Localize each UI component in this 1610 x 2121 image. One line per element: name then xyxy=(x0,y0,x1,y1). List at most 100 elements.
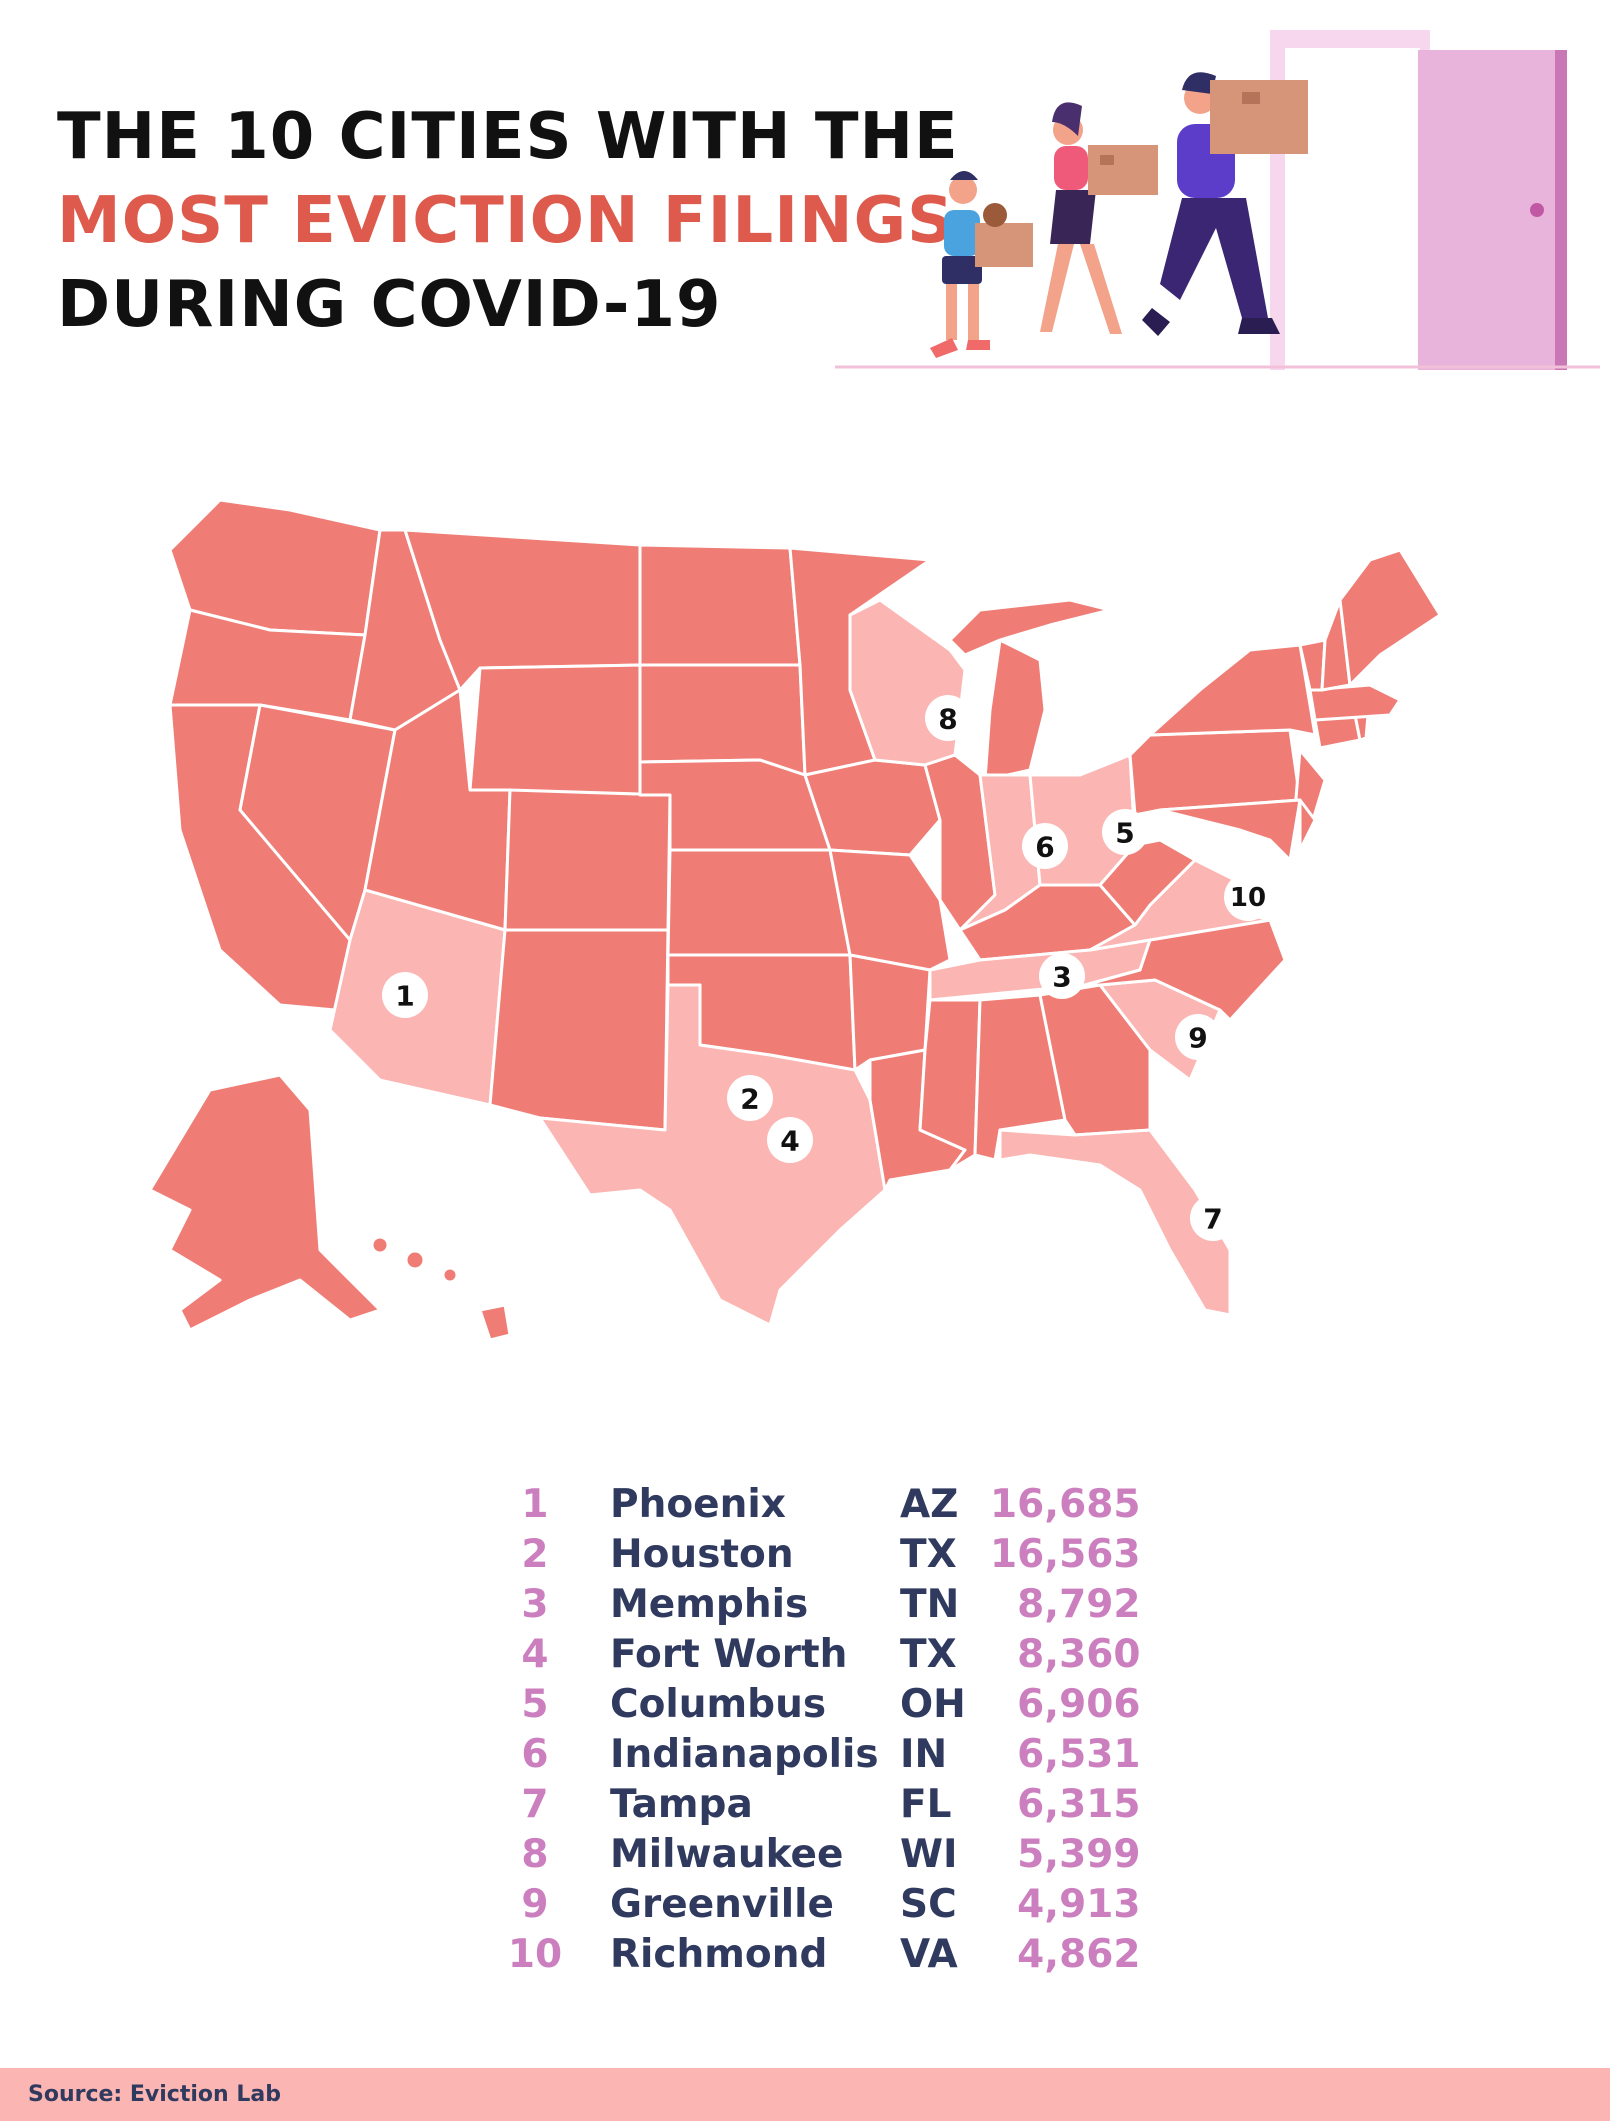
state-nm xyxy=(488,928,670,1132)
marker-6: 6 xyxy=(1022,823,1068,869)
marker-9-label: 9 xyxy=(1188,1022,1207,1055)
ranking-row: 3 Memphis TN 8,792 xyxy=(490,1580,1141,1630)
marker-3: 3 xyxy=(1039,953,1085,999)
state-fl xyxy=(998,1128,1232,1317)
marker-8-label: 8 xyxy=(938,703,957,736)
state-ne xyxy=(638,758,832,852)
us-map: 1 2 3 4 5 6 7 8 9 10 xyxy=(148,490,1460,1440)
state-ma xyxy=(1308,683,1402,722)
marker-10-label: 10 xyxy=(1230,883,1266,913)
man-figure xyxy=(1142,72,1308,336)
state-ks xyxy=(666,848,852,957)
state-de xyxy=(1298,798,1317,852)
rank-number: 9 xyxy=(521,1882,549,1927)
rankings-table: 1 Phoenix AZ 16,685 2 Houston TX 16,563 3 Memphis… xyxy=(490,1480,1141,1980)
city-name: Memphis xyxy=(610,1582,809,1627)
marker-1: 1 xyxy=(382,972,428,1018)
state-code: WI xyxy=(900,1832,958,1877)
city-name: Phoenix xyxy=(610,1482,786,1527)
eviction-count: 16,685 xyxy=(990,1482,1141,1527)
title-line-2: MOST EVICTION FILINGS xyxy=(57,184,955,258)
state-mi xyxy=(983,638,1047,782)
source-label: Source: Eviction Lab xyxy=(28,2082,281,2107)
woman-figure xyxy=(1040,102,1158,334)
marker-1-label: 1 xyxy=(395,980,414,1013)
state-code: TX xyxy=(900,1632,957,1677)
eviction-count: 16,563 xyxy=(990,1532,1141,1577)
state-code: IN xyxy=(900,1732,948,1777)
ranking-row: 6 Indianapolis IN 6,531 xyxy=(490,1730,1141,1780)
ranking-row: 1 Phoenix AZ 16,685 xyxy=(490,1480,1141,1530)
eviction-count: 4,913 xyxy=(1017,1882,1141,1927)
state-mi-up xyxy=(948,598,1112,657)
city-name: Columbus xyxy=(610,1682,827,1727)
page-title: THE 10 CITIES WITH THE MOST EVICTION FIL… xyxy=(57,95,959,347)
marker-4-label: 4 xyxy=(780,1125,799,1158)
city-name: Greenville xyxy=(610,1882,834,1927)
ranking-row: 2 Houston TX 16,563 xyxy=(490,1530,1141,1580)
ranking-row: 4 Fort Worth TX 8,360 xyxy=(490,1630,1141,1680)
marker-2: 2 xyxy=(727,1075,773,1121)
state-hi-island-1 xyxy=(370,1235,390,1255)
rank-number: 7 xyxy=(521,1782,549,1827)
city-name: Milwaukee xyxy=(610,1832,844,1877)
state-sd xyxy=(638,663,807,777)
eviction-count: 6,315 xyxy=(1017,1782,1141,1827)
state-mo xyxy=(828,848,952,972)
state-nd xyxy=(638,543,802,667)
rank-number: 5 xyxy=(521,1682,549,1727)
eviction-count: 5,399 xyxy=(1017,1832,1141,1877)
rank-number: 10 xyxy=(507,1932,563,1977)
state-hi-island-2 xyxy=(404,1249,426,1271)
marker-8: 8 xyxy=(925,695,971,741)
rank-number: 3 xyxy=(521,1582,549,1627)
family-moving-illustration xyxy=(835,30,1600,370)
city-name: Richmond xyxy=(610,1932,828,1977)
state-nc xyxy=(1083,918,1287,1022)
marker-7-label: 7 xyxy=(1203,1203,1222,1236)
state-ny xyxy=(1148,643,1317,737)
city-name: Indianapolis xyxy=(610,1732,879,1777)
state-md xyxy=(1158,798,1302,862)
state-co xyxy=(503,788,672,932)
state-code: OH xyxy=(900,1682,966,1727)
city-name: Fort Worth xyxy=(610,1632,848,1677)
source-bar: Source: Eviction Lab xyxy=(0,2068,1610,2121)
us-map-svg: 1 2 3 4 5 6 7 8 9 10 xyxy=(148,498,1442,1342)
state-tx xyxy=(538,983,887,1327)
marker-3-label: 3 xyxy=(1052,961,1071,994)
ranking-row: 7 Tampa FL 6,315 xyxy=(490,1780,1141,1830)
marker-7: 7 xyxy=(1190,1195,1236,1241)
eviction-count: 8,360 xyxy=(1017,1632,1141,1677)
ranking-row: 10 Richmond VA 4,862 xyxy=(490,1930,1141,1980)
state-hi-island-3 xyxy=(441,1266,459,1284)
rank-number: 4 xyxy=(521,1632,549,1677)
ranking-row: 5 Columbus OH 6,906 xyxy=(490,1680,1141,1730)
rankings-body: 1 Phoenix AZ 16,685 2 Houston TX 16,563 3 Memphis… xyxy=(490,1480,1141,1980)
marker-5: 5 xyxy=(1102,809,1148,855)
eviction-count: 6,906 xyxy=(1017,1682,1141,1727)
rank-number: 8 xyxy=(521,1832,549,1877)
state-code: AZ xyxy=(900,1482,959,1527)
city-name: Tampa xyxy=(610,1782,753,1827)
marker-4: 4 xyxy=(767,1117,813,1163)
state-hi xyxy=(478,1303,512,1342)
state-code: TX xyxy=(900,1532,957,1577)
rank-number: 1 xyxy=(521,1482,549,1527)
ranking-row: 9 Greenville SC 4,913 xyxy=(490,1880,1141,1930)
child-figure xyxy=(930,171,1033,358)
state-me xyxy=(1338,548,1442,687)
marker-2-label: 2 xyxy=(740,1083,759,1116)
title-line-3: DURING COVID-19 xyxy=(57,268,722,342)
state-ak xyxy=(148,1073,382,1332)
eviction-count: 4,862 xyxy=(1017,1932,1141,1977)
state-code: VA xyxy=(900,1932,958,1977)
doorway xyxy=(1270,30,1567,370)
marker-9: 9 xyxy=(1175,1014,1221,1060)
state-wy xyxy=(468,663,642,797)
eviction-count: 6,531 xyxy=(1017,1732,1141,1777)
marker-10: 10 xyxy=(1224,873,1272,921)
eviction-count: 8,792 xyxy=(1017,1582,1141,1627)
state-code: SC xyxy=(900,1882,957,1927)
rank-number: 6 xyxy=(521,1732,549,1777)
